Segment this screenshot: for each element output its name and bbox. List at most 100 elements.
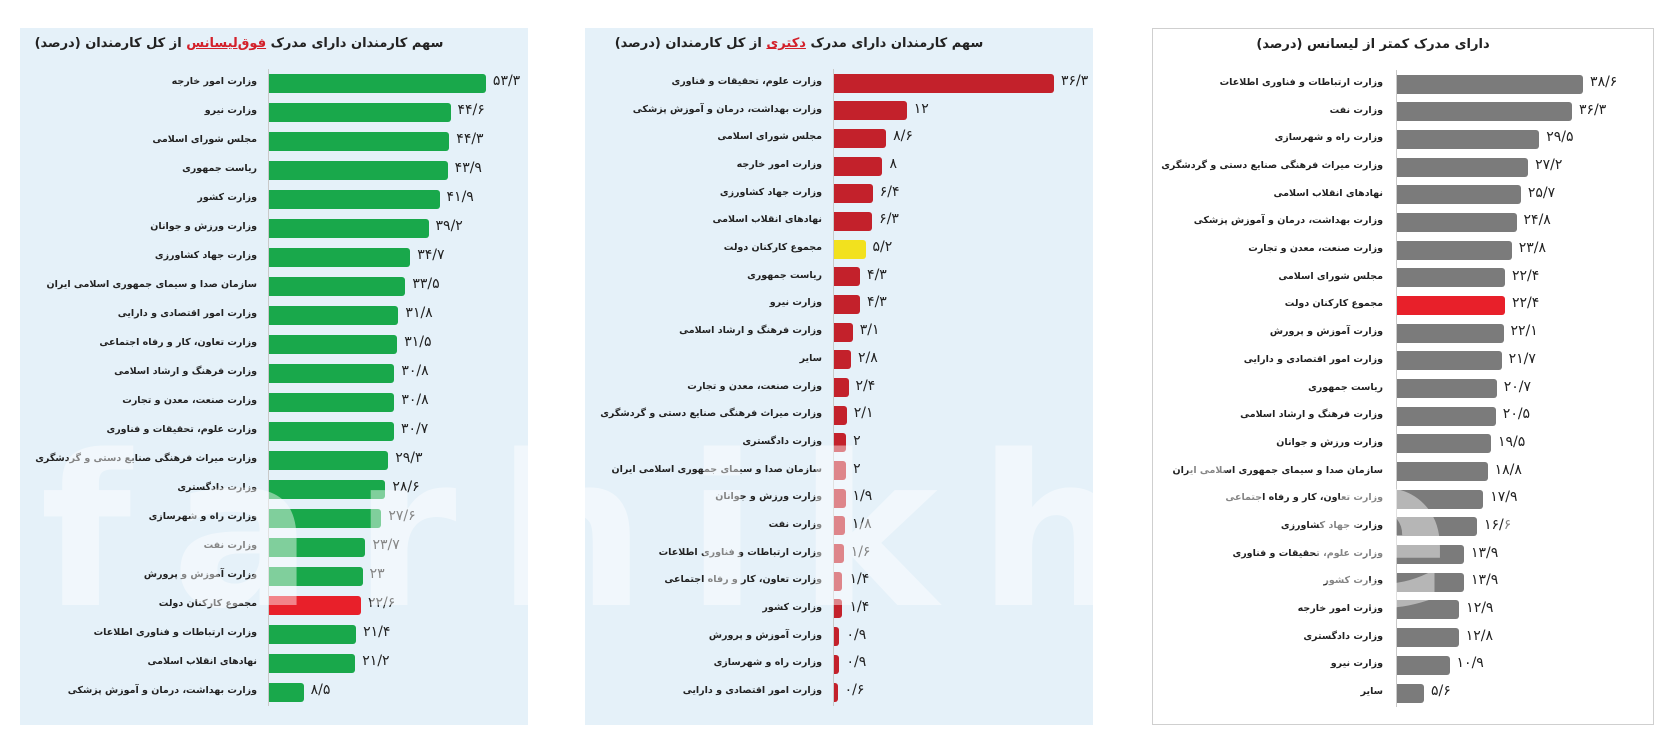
- category-label: وزارت راه و شهرسازی: [1274, 132, 1383, 144]
- bar: [834, 101, 907, 121]
- value-label: ۴/۳: [867, 294, 887, 311]
- chart-title: دارای مدرک کمتر از لیسانس (درصد): [1153, 37, 1593, 52]
- value-label: ۳۱/۸: [405, 305, 433, 321]
- bar: [834, 516, 845, 536]
- category-label: وزارت جهاد کشاورزی: [154, 250, 257, 261]
- category-label: سازمان صدا و سیمای جمهوری اسلامی ایران: [611, 463, 823, 475]
- value-label: ۲۳/۸: [1518, 240, 1546, 257]
- bar: [1397, 683, 1424, 703]
- value-label: ۴/۳: [867, 266, 887, 283]
- value-label: ۵/۶: [1430, 683, 1451, 699]
- value-label: ۱/۴: [849, 571, 870, 588]
- bar: [269, 566, 363, 586]
- title-text: سهم کارمندان دارای مدرک: [805, 36, 984, 51]
- bar: [834, 599, 843, 619]
- value-label: ۱/۹: [852, 488, 873, 505]
- value-label: ۲۱/۷: [1508, 350, 1536, 367]
- value-label: ۱۳/۹: [1470, 544, 1499, 561]
- category-label: سازمان صدا و سیمای جمهوری اسلامی ایران: [46, 279, 258, 290]
- value-label: ۴۴/۶: [457, 102, 485, 118]
- category-label: وزارت نیرو: [204, 105, 257, 116]
- category-label: وزارت امور خارجه: [171, 76, 257, 87]
- chart-title: سهم کارمندان دارای مدرک فوق‌لیسانس از کل…: [20, 36, 458, 51]
- bar: [269, 595, 361, 615]
- bar: [269, 450, 389, 470]
- bar: [269, 276, 406, 296]
- value-label: ۲: [853, 460, 861, 477]
- bar: [834, 156, 883, 176]
- category-label: وزارت صنعت، معدن و تجارت: [122, 395, 257, 406]
- value-label: ۳۴/۷: [417, 247, 445, 263]
- title-highlight: دکتری: [766, 36, 806, 51]
- value-label: ۰/۹: [846, 654, 867, 671]
- bar: [269, 160, 448, 180]
- category-label: نهادهای انقلاب اسلامی: [147, 656, 257, 667]
- value-label: ۸/۵: [310, 682, 331, 698]
- value-label: ۳۱/۵: [404, 334, 432, 350]
- category-label: وزارت بهداشت، درمان و آموزش پزشکی: [67, 685, 257, 696]
- bar: [1397, 74, 1584, 94]
- chart-panel-masters: سهم کارمندان دارای مدرک فوق‌لیسانس از کل…: [20, 28, 528, 725]
- bar: [269, 421, 394, 441]
- category-label: وزارت راه و شهرسازی: [713, 657, 822, 669]
- category-label: وزارت دادگستری: [742, 435, 822, 447]
- category-label: وزارت صنعت، معدن و تجارت: [687, 380, 822, 392]
- value-label: ۰/۶: [844, 682, 865, 698]
- bar: [834, 682, 838, 702]
- category-label: وزارت نفت: [203, 540, 257, 551]
- bar: [1397, 434, 1491, 454]
- bar: [834, 544, 844, 564]
- value-label: ۱/۴: [849, 598, 870, 615]
- bar: [834, 211, 873, 231]
- category-label: وزارت آموزش و پرورش: [143, 569, 257, 580]
- value-label: ۳۶/۳: [1578, 101, 1607, 118]
- category-label: وزارت امور اقتصادی و دارایی: [117, 308, 257, 319]
- title-text-end: از کل کارمندان (درصد): [34, 36, 187, 51]
- bar: [834, 128, 887, 148]
- bar: [834, 571, 843, 591]
- value-label: ۱/۸: [851, 515, 872, 532]
- bar: [269, 479, 386, 499]
- bar: [834, 433, 847, 453]
- category-label: سایر: [1360, 686, 1383, 697]
- chart-title: سهم کارمندان دارای مدرک دکتری از کل کارم…: [585, 36, 1013, 51]
- category-label: وزارت جهاد کشاورزی: [719, 186, 822, 198]
- bar: [834, 73, 1054, 93]
- category-label: وزارت آموزش و پرورش: [1269, 326, 1383, 338]
- bar: [834, 378, 849, 397]
- value-label: ۰/۹: [846, 626, 867, 643]
- category-label: وزارت صنعت، معدن و تجارت: [1248, 243, 1383, 255]
- value-label: ۳۰/۷: [400, 421, 429, 437]
- chart-panel-below-bachelor: دارای مدرک کمتر از لیسانس (درصد) وزارت ا…: [1152, 28, 1654, 725]
- bar: [1397, 462, 1488, 482]
- category-label: وزارت ورزش و جوانان: [150, 221, 257, 232]
- category-label: وزارت علوم، تحقیقات و فناوری: [106, 424, 257, 435]
- bar: [1397, 628, 1459, 648]
- value-label: ۲۰/۷: [1503, 378, 1532, 395]
- category-label: مجلس شورای اسلامی: [152, 134, 257, 145]
- value-label: ۱۲/۹: [1466, 599, 1494, 616]
- value-label: ۱۲: [913, 100, 929, 117]
- category-label: سازمان صدا و سیمای جمهوری اسلامی ایران: [1172, 464, 1384, 476]
- value-label: ۲/۴: [855, 377, 876, 394]
- category-label: وزارت راه و شهرسازی: [148, 511, 257, 522]
- bar: [269, 624, 357, 644]
- bar: [1397, 489, 1484, 509]
- category-label: وزارت علوم، تحقیقات و فناوری: [671, 76, 822, 87]
- value-label: ۱۹/۵: [1497, 433, 1526, 450]
- bar: [1397, 406, 1496, 426]
- value-label: ۲۹/۳: [395, 450, 423, 466]
- title-text: دارای مدرک کمتر از لیسانس (درصد): [1256, 37, 1490, 52]
- value-label: ۳۶/۳: [1060, 73, 1089, 89]
- value-label: ۲: [853, 432, 861, 449]
- bar: [1397, 185, 1521, 205]
- bar: [269, 537, 366, 557]
- title-text: سهم کارمندان دارای مدرک: [266, 36, 444, 51]
- value-label: ۱۸/۸: [1494, 461, 1522, 478]
- bar: [834, 294, 861, 314]
- bar: [1397, 157, 1529, 177]
- bar: [834, 627, 840, 647]
- category-label: وزارت دادگستری: [1303, 630, 1383, 642]
- value-label: ۲۳/۷: [372, 537, 400, 553]
- bar: [834, 184, 873, 204]
